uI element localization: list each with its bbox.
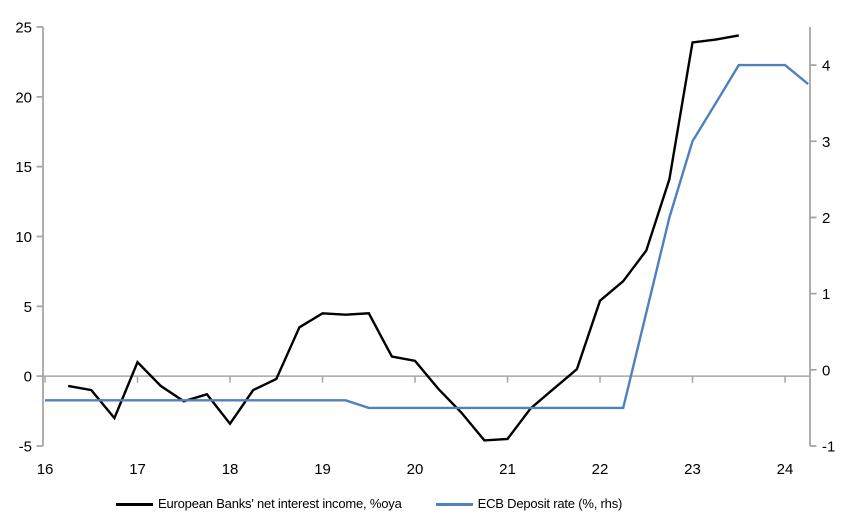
right-axis-tick-label: 4 bbox=[822, 58, 830, 75]
x-axis-tick-label: 17 bbox=[129, 461, 146, 478]
nii-legend-label: European Banks' net interest income, %oy… bbox=[158, 496, 402, 511]
right-axis-tick-label: -1 bbox=[822, 439, 835, 456]
left-axis-tick-label: -5 bbox=[19, 439, 32, 456]
left-axis-tick-label: 0 bbox=[24, 369, 32, 386]
ecb-rate-line-swatch bbox=[435, 502, 473, 506]
x-axis-tick-label: 16 bbox=[37, 461, 54, 478]
x-axis-tick-label: 24 bbox=[777, 461, 794, 478]
x-axis-tick-label: 21 bbox=[499, 461, 516, 478]
left-axis-tick-label: 10 bbox=[15, 229, 32, 246]
x-axis-tick-label: 22 bbox=[592, 461, 609, 478]
x-axis-tick-label: 20 bbox=[407, 461, 424, 478]
chart-legend: European Banks' net interest income, %oy… bbox=[116, 496, 622, 512]
left-axis-tick-label: 5 bbox=[24, 299, 32, 316]
legend-item-ecb-rate: ECB Deposit rate (%, rhs) bbox=[435, 496, 623, 512]
left-axis-tick-label: 25 bbox=[15, 20, 32, 37]
right-axis-tick-label: 1 bbox=[822, 286, 830, 303]
x-axis-tick-label: 23 bbox=[684, 461, 701, 478]
ecb-rate-legend-label: ECB Deposit rate (%, rhs) bbox=[477, 496, 623, 511]
nii-line-series bbox=[67, 34, 740, 442]
ecb-rate-line-series bbox=[45, 63, 809, 410]
x-axis-tick-label: 18 bbox=[222, 461, 239, 478]
right-axis-tick-label: 3 bbox=[822, 134, 830, 151]
legend-item-nii: European Banks' net interest income, %oy… bbox=[116, 496, 402, 512]
x-axis-tick-label: 19 bbox=[314, 461, 331, 478]
right-axis-tick-label: 0 bbox=[822, 362, 830, 379]
left-axis-tick-label: 15 bbox=[15, 159, 32, 176]
nii-line-swatch bbox=[116, 502, 153, 506]
left-axis-tick-label: 20 bbox=[15, 89, 32, 106]
right-axis-tick-label: 2 bbox=[822, 210, 830, 227]
